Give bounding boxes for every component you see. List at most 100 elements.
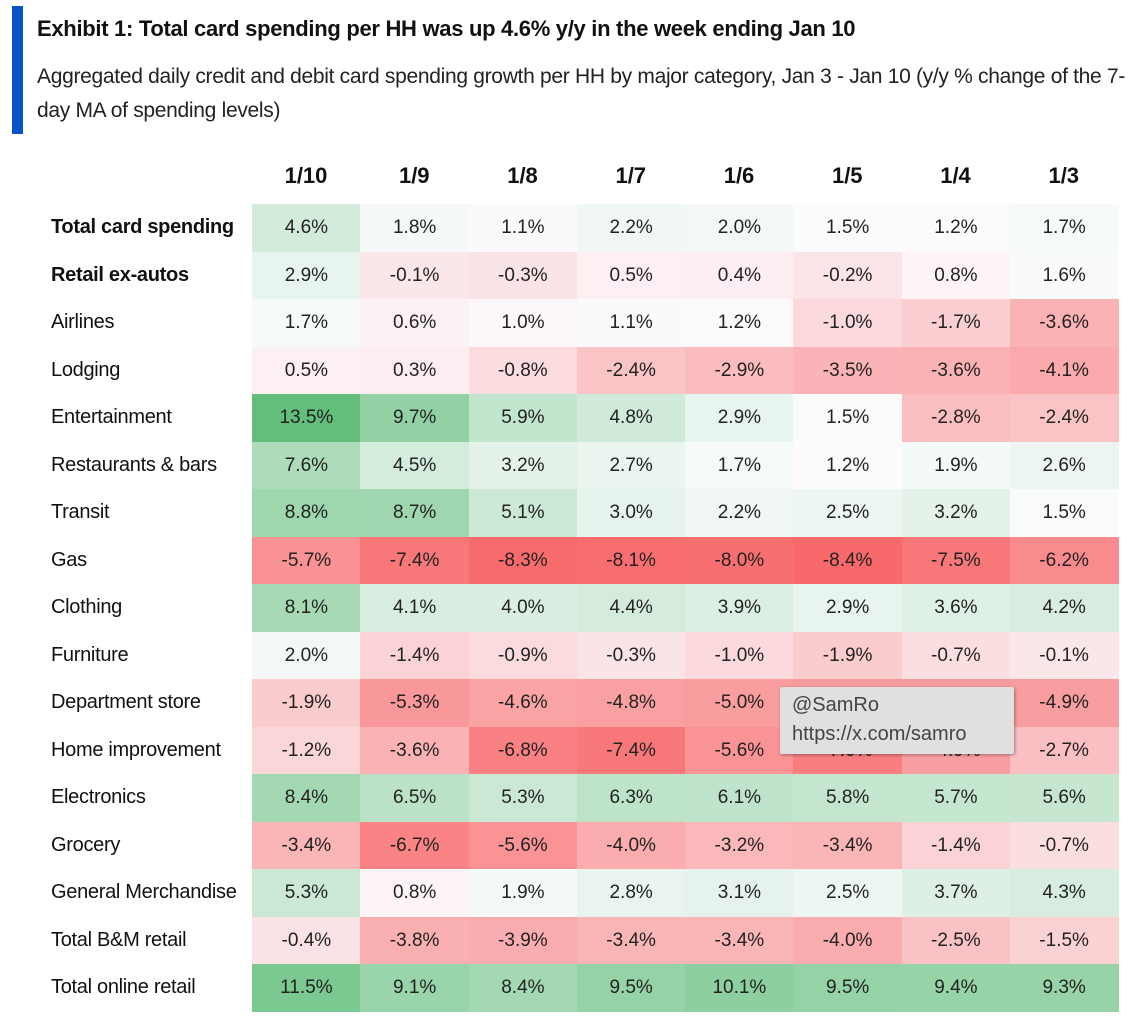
heatmap-cell: -5.3% [360, 679, 469, 727]
row-label: Furniture [51, 643, 129, 666]
heatmap-cell: -5.6% [468, 821, 578, 870]
row-label: Total B&M retail [51, 928, 187, 951]
heatmap-cell: -2.5% [901, 916, 1011, 965]
heatmap-cell: 2.0% [685, 204, 794, 252]
heatmap-cell: -7.4% [576, 726, 686, 775]
row-label: Gas [51, 548, 87, 571]
heatmap-cell: -6.8% [468, 726, 578, 775]
heatmap-cell: -0.7% [1009, 821, 1119, 870]
heatmap-cell: 10.1% [685, 964, 794, 1012]
column-header: 1/6 [723, 163, 755, 188]
heatmap-cell: 0.6% [360, 299, 469, 347]
heatmap-cell: 0.4% [685, 251, 794, 300]
heatmap-cell: -0.9% [468, 631, 578, 680]
row-label: General Merchandise [51, 881, 237, 903]
heatmap-cell: 5.3% [468, 774, 578, 822]
heatmap-cell: -3.4% [576, 916, 686, 965]
heatmap-cell: 8.4% [468, 964, 578, 1012]
heatmap-cell: 1.2% [793, 441, 902, 490]
heatmap-cell: -3.4% [793, 821, 902, 870]
heatmap-cell: 5.7% [901, 774, 1011, 822]
heatmap-cell: 9.4% [901, 964, 1011, 1012]
heatmap-cell: 9.5% [576, 964, 686, 1012]
column-header: 1/7 [615, 163, 647, 188]
heatmap-cell: 3.7% [901, 869, 1011, 917]
heatmap-cell: -4.9% [1009, 679, 1119, 727]
heatmap-cell: 1.2% [685, 299, 794, 347]
watermark-handle: @SamRo [792, 694, 879, 716]
heatmap-cell: -4.1% [1009, 346, 1119, 395]
heatmap-cell: 2.0% [252, 631, 361, 680]
heatmap-cell: 1.1% [576, 299, 686, 347]
chart-title: Exhibit 1: Total card spending per HH wa… [37, 16, 856, 41]
heatmap-cell: -1.9% [793, 631, 902, 680]
heatmap-cell: -3.4% [252, 821, 361, 870]
heatmap-cell: 2.9% [685, 394, 794, 442]
heatmap-cell: 2.5% [793, 869, 902, 917]
heatmap-cell: -3.4% [685, 916, 794, 965]
heatmap-cell: 1.5% [793, 394, 902, 442]
heatmap-cell: 9.5% [793, 964, 902, 1012]
heatmap-cell: 2.2% [685, 489, 794, 537]
heatmap-cell: -3.6% [360, 726, 469, 775]
heatmap-cell: 4.6% [252, 204, 361, 252]
heatmap-cell: 3.2% [468, 441, 578, 490]
heatmap-cell: 13.5% [252, 394, 361, 442]
heatmap-cell: 6.5% [360, 774, 469, 822]
column-header: 1/10 [284, 163, 328, 188]
heatmap-cell: 4.1% [360, 584, 469, 632]
heatmap-cell: -0.3% [468, 251, 578, 300]
row-label: Department store [51, 691, 201, 713]
heatmap-cell: -0.8% [468, 346, 578, 395]
heatmap-cell: 1.7% [252, 299, 361, 347]
heatmap-cell: 1.2% [901, 204, 1011, 252]
heatmap-cell: 2.5% [793, 489, 902, 537]
heatmap-cell: -0.3% [576, 631, 686, 680]
heatmap-cell: -0.1% [360, 251, 469, 300]
heatmap-cell: 3.9% [685, 584, 794, 632]
heatmap-cell: 6.1% [685, 774, 794, 822]
heatmap-cell: -2.4% [1009, 394, 1119, 442]
heatmap-cell: 9.3% [1009, 964, 1119, 1012]
heatmap-cell: 3.0% [576, 489, 686, 537]
row-label: Retail ex-autos [51, 263, 189, 286]
heatmap-cell: -3.5% [793, 346, 902, 395]
heatmap-cell: 5.8% [793, 774, 902, 822]
heatmap-cell: -5.7% [252, 536, 361, 585]
heatmap-cell: -1.2% [252, 726, 361, 775]
heatmap-cell: -3.2% [685, 821, 794, 870]
heatmap-cell: 1.9% [468, 869, 578, 917]
heatmap-cell: 3.6% [901, 584, 1011, 632]
heatmap-cell: -5.0% [685, 679, 794, 727]
heatmap-cell: -8.3% [468, 536, 578, 585]
column-header: 1/4 [940, 163, 971, 188]
row-label: Clothing [51, 596, 122, 618]
column-header: 1/9 [398, 163, 430, 188]
heatmap-cell: 7.6% [252, 441, 361, 490]
row-label: Airlines [51, 311, 115, 333]
heatmap-cell: 8.4% [252, 774, 361, 822]
heatmap-cell: 8.7% [360, 489, 469, 537]
heatmap-cell: 5.9% [468, 394, 578, 442]
heatmap-cell: -2.7% [1009, 726, 1119, 775]
heatmap-cell: -6.7% [360, 821, 469, 870]
heatmap-cell: -1.0% [685, 631, 794, 680]
heatmap-cell: 4.8% [576, 394, 686, 442]
heatmap-cell: 2.2% [576, 204, 686, 252]
heatmap-cell: -1.5% [1009, 916, 1119, 965]
row-label: Grocery [51, 833, 121, 856]
heatmap-cell: 1.7% [685, 441, 794, 490]
row-label: Lodging [51, 358, 121, 381]
heatmap-cell: -8.1% [576, 536, 686, 585]
heatmap-cell: -0.1% [1009, 631, 1119, 680]
column-header: 1/8 [507, 163, 538, 188]
heatmap-cell: 3.1% [685, 869, 794, 917]
heatmap-cell: -1.4% [901, 821, 1011, 870]
heatmap-cell: 2.8% [576, 869, 686, 917]
heatmap-cell: 4.3% [1009, 869, 1119, 917]
heatmap-cell: 1.5% [1009, 489, 1119, 537]
row-label: Entertainment [51, 406, 172, 428]
heatmap-cell: -0.2% [793, 251, 902, 300]
heatmap-cell: 4.4% [576, 584, 686, 632]
heatmap-cell: 0.5% [252, 346, 361, 395]
